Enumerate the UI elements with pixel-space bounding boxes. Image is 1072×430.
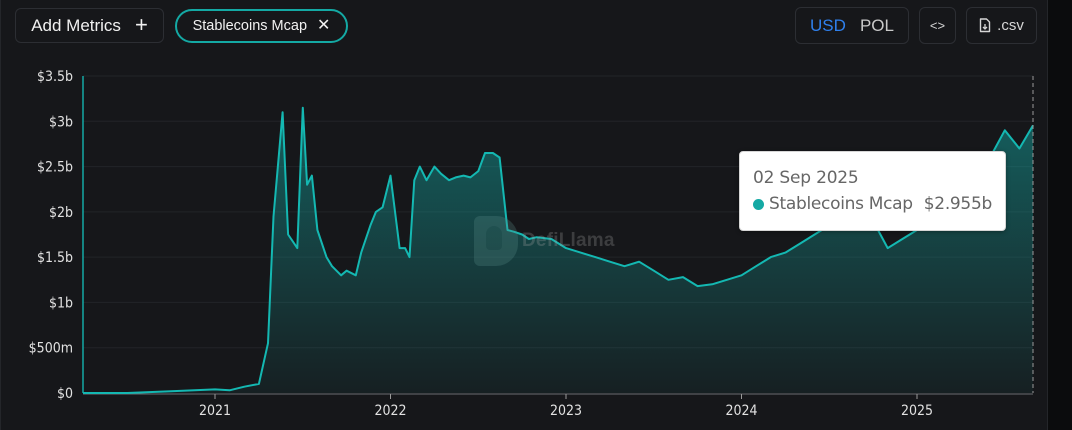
tooltip-value: $2.955b <box>923 194 992 214</box>
y-tick-label: $3.5b <box>37 69 73 85</box>
y-tick-label: $0 <box>57 386 73 402</box>
close-icon[interactable]: ✕ <box>317 17 331 34</box>
chart-panel: Add Metrics + Stablecoins Mcap ✕ USD POL… <box>0 0 1048 430</box>
plus-icon: + <box>134 11 148 37</box>
csv-label: .csv <box>997 17 1024 34</box>
download-csv-button[interactable]: .csv <box>966 7 1037 44</box>
series-area-fill <box>83 107 1033 393</box>
chart-area: $0 $500m $1b $1.5b $2b $2.5b $3b $3.5b 2021 2022… <box>1 52 1049 430</box>
y-tick-label: $3b <box>49 114 73 130</box>
series-color-dot-icon <box>753 198 764 210</box>
x-axis: 2021 2022 2023 2024 2025 <box>83 393 1033 419</box>
watermark-text: DefiLlama <box>522 230 615 251</box>
metric-chip-label: Stablecoins Mcap <box>192 18 308 34</box>
add-metrics-label: Add Metrics <box>31 15 121 35</box>
tooltip-series-name: Stablecoins Mcap <box>769 194 913 214</box>
defillama-watermark: DefiLlama <box>474 216 615 266</box>
y-tick-label: $1b <box>49 295 73 311</box>
metric-chip-stablecoins-mcap[interactable]: Stablecoins Mcap ✕ <box>175 9 348 43</box>
stablecoins-mcap-chart[interactable]: $0 $500m $1b $1.5b $2b $2.5b $3b $3.5b 2021 2022… <box>1 52 1049 430</box>
x-tick-label: 2023 <box>550 403 582 419</box>
x-tick-label: 2024 <box>725 403 757 419</box>
add-metrics-button[interactable]: Add Metrics + <box>15 8 164 43</box>
x-tick-label: 2022 <box>374 403 406 419</box>
y-tick-label: $2.5b <box>37 160 73 176</box>
denomination-pol-button[interactable]: POL <box>859 15 894 35</box>
file-download-icon <box>979 18 991 33</box>
tooltip-date: 02 Sep 2025 <box>753 168 859 188</box>
x-tick-label: 2025 <box>901 403 933 419</box>
tooltip-series-row: Stablecoins Mcap $2.955b <box>753 194 992 214</box>
y-axis: $0 $500m $1b $1.5b $2b $2.5b $3b $3.5b <box>29 69 84 402</box>
denomination-toggle: USD POL <box>795 7 909 44</box>
y-tick-label: $500m <box>29 341 73 357</box>
denomination-usd-button[interactable]: USD <box>810 15 846 35</box>
y-tick-label: $2b <box>49 205 73 221</box>
chart-tooltip: 02 Sep 2025 Stablecoins Mcap $2.955b <box>739 151 1006 231</box>
embed-button[interactable]: <> <box>919 7 956 44</box>
chart-toolbar: Add Metrics + Stablecoins Mcap ✕ USD POL… <box>1 0 1047 52</box>
y-tick-label: $1.5b <box>37 250 73 266</box>
code-icon: <> <box>929 18 946 33</box>
x-tick-label: 2021 <box>199 403 231 419</box>
defillama-logo-icon <box>474 216 518 266</box>
